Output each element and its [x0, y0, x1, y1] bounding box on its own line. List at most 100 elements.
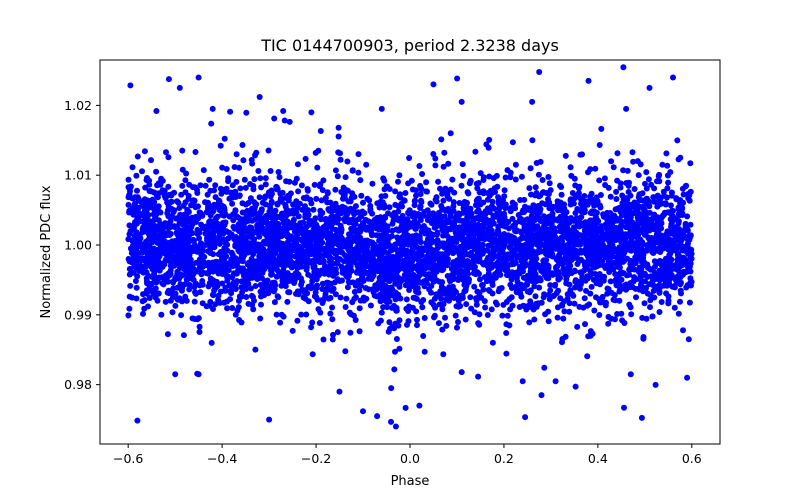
data-point — [402, 190, 409, 196]
data-point — [203, 209, 210, 216]
data-point — [381, 186, 388, 193]
data-point — [303, 242, 310, 249]
data-point — [319, 209, 326, 216]
data-point — [179, 182, 186, 189]
data-point — [643, 315, 650, 322]
data-point — [418, 186, 425, 192]
data-point — [332, 167, 339, 174]
data-point — [273, 311, 280, 318]
data-point — [199, 247, 206, 254]
data-point — [590, 276, 597, 283]
data-point — [262, 278, 269, 285]
data-point — [271, 299, 278, 306]
data-point — [186, 281, 193, 288]
data-point — [568, 172, 575, 179]
data-point — [548, 271, 555, 278]
data-point — [168, 198, 175, 205]
data-point — [462, 316, 469, 323]
data-point — [311, 181, 318, 188]
data-point — [154, 297, 161, 304]
data-point — [338, 226, 345, 233]
data-point — [454, 75, 461, 82]
data-point — [435, 178, 442, 185]
data-point — [677, 298, 683, 305]
data-point — [643, 185, 650, 192]
data-point — [498, 285, 505, 291]
data-point — [597, 243, 604, 250]
data-point — [670, 237, 677, 244]
data-point — [393, 226, 400, 233]
data-point — [406, 155, 413, 161]
data-point — [652, 381, 659, 388]
data-point — [302, 214, 309, 221]
data-point — [401, 197, 408, 204]
data-point — [604, 290, 611, 297]
data-point — [592, 256, 599, 263]
data-point — [391, 209, 398, 216]
data-point — [678, 290, 684, 297]
data-point — [489, 198, 496, 205]
data-point — [334, 173, 341, 180]
data-point — [631, 274, 638, 281]
data-point — [332, 226, 339, 233]
data-point — [328, 287, 335, 294]
data-point — [428, 299, 435, 306]
data-point — [545, 265, 552, 272]
data-point — [229, 200, 236, 207]
data-point — [224, 247, 231, 254]
data-point — [295, 229, 302, 236]
data-point — [619, 200, 626, 207]
data-point — [175, 199, 182, 206]
data-point — [511, 201, 518, 208]
data-point — [561, 269, 568, 276]
data-point — [212, 301, 219, 308]
data-point — [527, 165, 534, 172]
data-point — [130, 224, 137, 231]
data-point — [352, 217, 359, 224]
data-point — [462, 251, 469, 258]
data-point — [454, 258, 461, 265]
data-point — [133, 172, 140, 179]
data-point — [243, 294, 250, 300]
data-point — [193, 217, 200, 224]
data-point — [613, 188, 620, 195]
data-point — [401, 232, 407, 239]
data-point — [335, 133, 342, 140]
data-point — [211, 222, 218, 229]
data-point — [314, 164, 321, 171]
data-point — [150, 290, 157, 297]
data-point — [126, 271, 133, 278]
data-point — [386, 204, 393, 211]
data-point — [508, 276, 515, 283]
data-point — [503, 272, 510, 278]
data-point — [178, 287, 185, 294]
data-point — [350, 248, 357, 255]
data-point — [360, 199, 366, 206]
data-point — [359, 239, 366, 246]
data-point — [141, 148, 148, 155]
data-point — [207, 266, 214, 273]
data-point — [238, 252, 245, 259]
data-point — [363, 270, 370, 276]
data-point — [318, 216, 325, 223]
data-point — [310, 263, 317, 270]
data-point — [557, 228, 564, 235]
data-point — [159, 263, 166, 270]
data-point — [186, 231, 193, 238]
data-point — [217, 142, 224, 149]
data-point — [608, 315, 615, 322]
data-point — [664, 185, 671, 192]
data-point — [257, 175, 264, 182]
data-point — [553, 270, 560, 277]
data-point — [342, 348, 349, 355]
data-point — [273, 273, 280, 280]
data-point — [418, 199, 425, 206]
data-point — [680, 191, 687, 198]
data-point — [473, 241, 480, 248]
data-point — [641, 300, 648, 307]
data-point — [621, 320, 628, 326]
data-point — [436, 301, 443, 308]
data-point — [571, 300, 578, 307]
data-point — [635, 216, 642, 223]
data-point — [389, 323, 396, 330]
